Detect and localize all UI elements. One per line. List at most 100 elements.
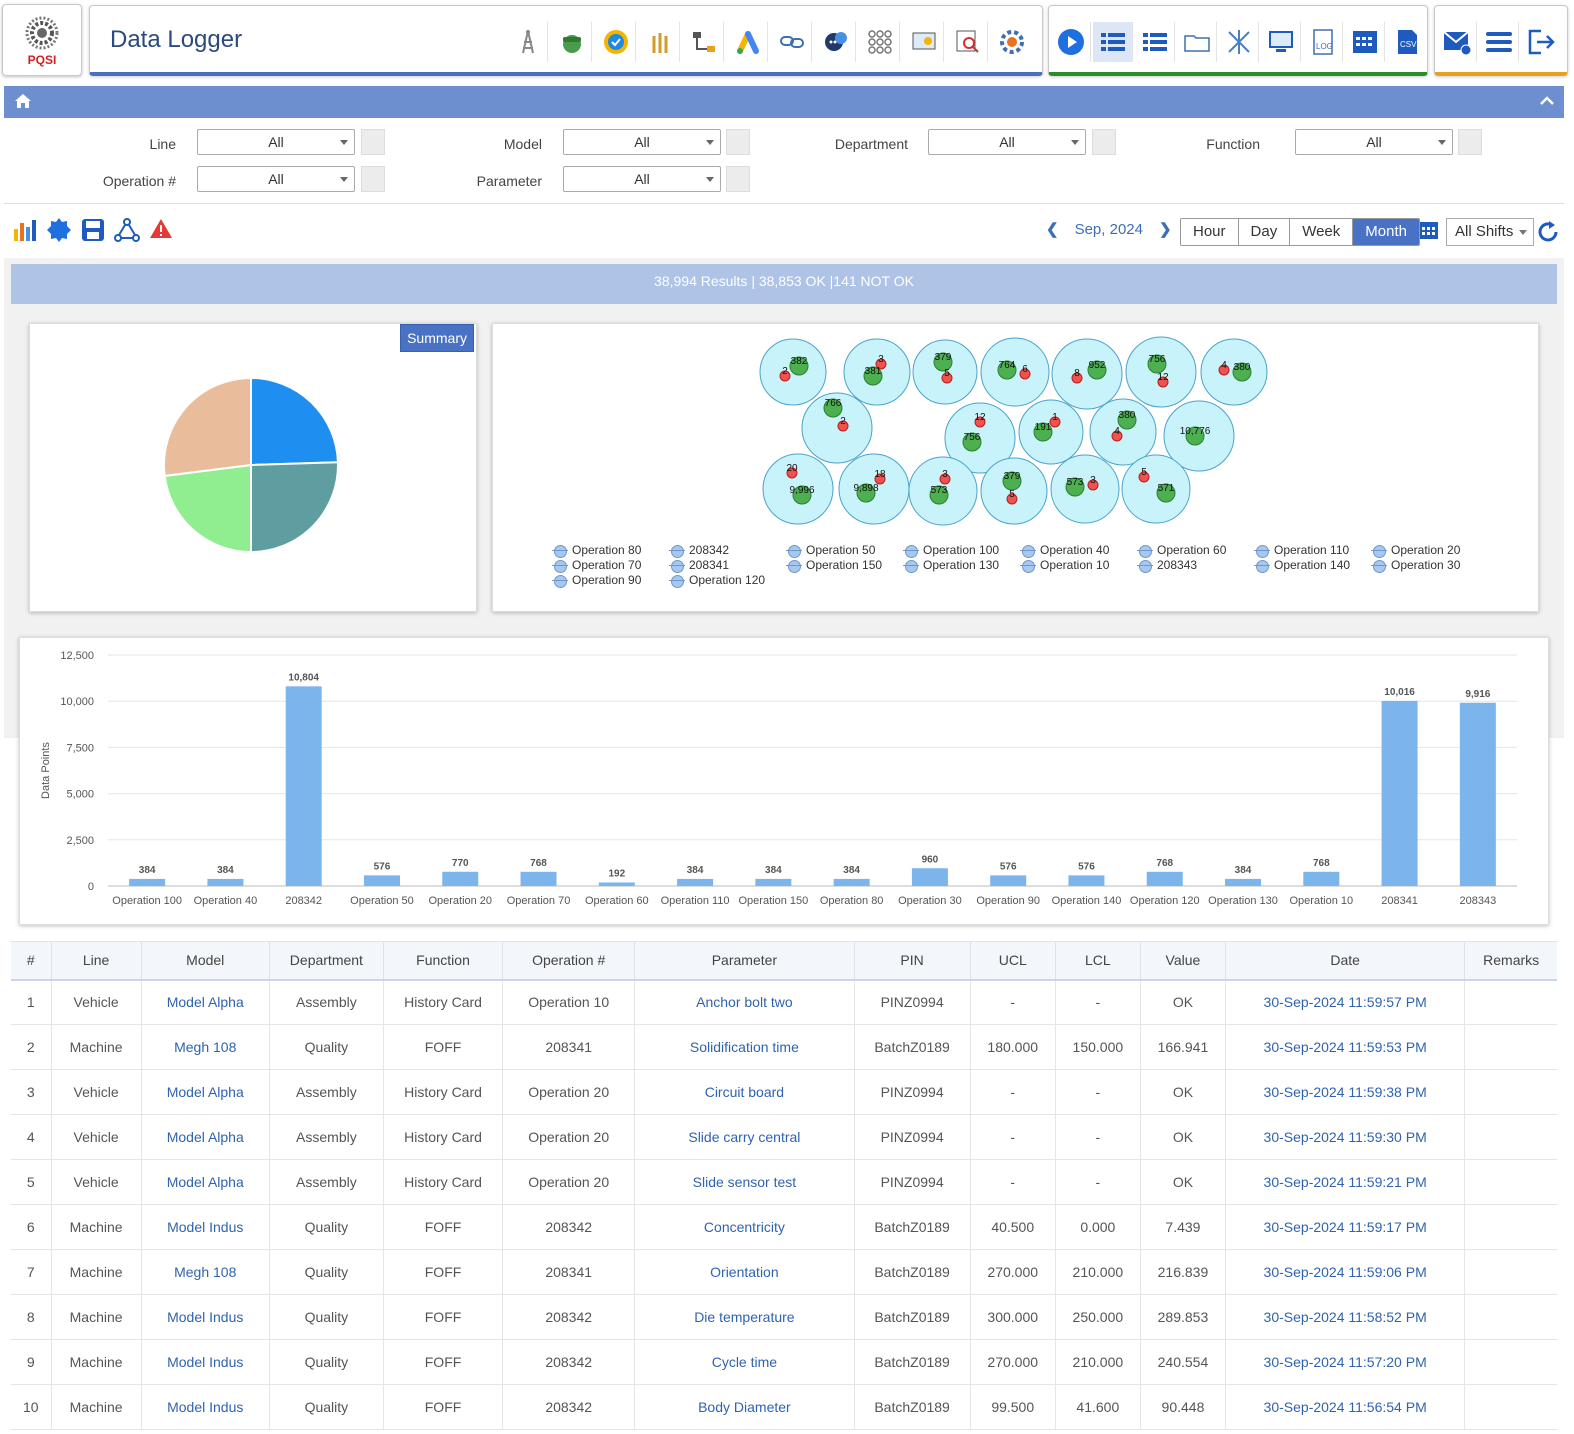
- model-select[interactable]: All: [563, 129, 721, 155]
- table-link-cell[interactable]: 30-Sep-2024 11:59:06 PM: [1225, 1249, 1466, 1295]
- bar[interactable]: [755, 878, 792, 886]
- network-nodes-icon[interactable]: [114, 217, 140, 243]
- operation-bubble[interactable]: [1050, 454, 1120, 524]
- quality-badge-icon[interactable]: [596, 22, 636, 62]
- bar[interactable]: [1146, 871, 1183, 886]
- legend-item[interactable]: Operation 120: [669, 572, 765, 588]
- bar[interactable]: [1068, 875, 1105, 886]
- bar[interactable]: [1381, 700, 1418, 886]
- settings-gear-icon[interactable]: [992, 22, 1032, 62]
- nok-bubble[interactable]: [1049, 416, 1061, 428]
- badge-star-icon[interactable]: [46, 217, 72, 243]
- line-clear-button[interactable]: [361, 129, 385, 155]
- pie-slice[interactable]: [250, 376, 339, 467]
- table-link-cell[interactable]: Model Indus: [141, 1204, 270, 1250]
- alert-bell-icon[interactable]: [148, 217, 174, 243]
- bar[interactable]: [129, 878, 166, 886]
- ok-bubble[interactable]: [929, 485, 949, 505]
- bar[interactable]: [442, 871, 479, 886]
- operation-select[interactable]: All: [197, 166, 355, 192]
- table-link-cell[interactable]: 30-Sep-2024 11:59:30 PM: [1225, 1114, 1466, 1160]
- nok-bubble[interactable]: [1157, 376, 1169, 388]
- ok-bubble[interactable]: [933, 352, 953, 372]
- table-row[interactable]: 5 Vehicle Model Alpha Assembly History Card O…: [11, 1159, 1557, 1205]
- operation-bubble[interactable]: [980, 457, 1048, 525]
- app-logo[interactable]: PQSI: [2, 4, 82, 76]
- ok-bubble[interactable]: [1156, 483, 1176, 503]
- wheat-icon[interactable]: [640, 22, 680, 62]
- nok-bubble[interactable]: [837, 420, 849, 432]
- ok-bubble[interactable]: [1147, 354, 1167, 374]
- column-header[interactable]: LCL: [1055, 941, 1141, 981]
- grid-dots-icon[interactable]: [860, 22, 900, 62]
- legend-item[interactable]: Operation 140: [1254, 557, 1350, 573]
- save-icon[interactable]: [80, 217, 106, 243]
- mail-alert-icon[interactable]: [1437, 22, 1477, 62]
- column-header[interactable]: Parameter: [634, 941, 855, 981]
- table-link-cell[interactable]: Model Indus: [141, 1339, 270, 1385]
- workflow-icon[interactable]: [684, 22, 724, 62]
- ok-bubble[interactable]: [863, 366, 883, 386]
- bar[interactable]: [363, 875, 400, 886]
- column-header[interactable]: #: [11, 941, 52, 981]
- table-link-cell[interactable]: Circuit board: [634, 1069, 855, 1115]
- table-link-cell[interactable]: Concentricity: [634, 1204, 855, 1250]
- function-clear-button[interactable]: [1458, 129, 1482, 155]
- detail-list-icon[interactable]: [1135, 22, 1175, 62]
- operation-clear-button[interactable]: [361, 166, 385, 192]
- table-link-cell[interactable]: Megh 108: [141, 1249, 270, 1295]
- bar[interactable]: [911, 868, 948, 886]
- range-month-button[interactable]: Month: [1353, 219, 1419, 245]
- ok-bubble[interactable]: [1117, 410, 1137, 430]
- table-link-cell[interactable]: Model Alpha: [141, 1114, 270, 1160]
- legend-item[interactable]: Operation 110: [1254, 542, 1350, 558]
- link-chain-icon[interactable]: [772, 22, 812, 62]
- legend-item[interactable]: Operation 130: [903, 557, 999, 573]
- table-row[interactable]: 1 Vehicle Model Alpha Assembly History Card O…: [11, 979, 1557, 1025]
- bar[interactable]: [833, 878, 870, 886]
- legend-item[interactable]: Operation 150: [786, 557, 882, 573]
- column-header[interactable]: Operation #: [502, 941, 636, 981]
- column-header[interactable]: PIN: [854, 941, 971, 981]
- logout-icon[interactable]: [1521, 22, 1561, 62]
- pie-slice[interactable]: [250, 461, 339, 554]
- legend-item[interactable]: 208342: [669, 542, 765, 558]
- nok-bubble[interactable]: [1111, 430, 1123, 442]
- nok-bubble[interactable]: [875, 358, 887, 370]
- table-link-cell[interactable]: Orientation: [634, 1249, 855, 1295]
- table-link-cell[interactable]: Model Alpha: [141, 979, 270, 1025]
- table-link-cell[interactable]: Model Indus: [141, 1294, 270, 1340]
- prev-period-icon[interactable]: ❮: [1046, 221, 1059, 238]
- column-header[interactable]: Line: [51, 941, 142, 981]
- calendar-grid-icon[interactable]: [1345, 22, 1385, 62]
- range-hour-button[interactable]: Hour: [1181, 219, 1239, 245]
- ok-bubble[interactable]: [1232, 362, 1252, 382]
- legend-item[interactable]: 208341: [669, 557, 765, 573]
- shift-select[interactable]: All Shifts: [1446, 218, 1534, 246]
- operation-bubble[interactable]: [1089, 398, 1157, 466]
- bar[interactable]: [1303, 871, 1340, 886]
- column-header[interactable]: Department: [269, 941, 384, 981]
- nok-bubble[interactable]: [874, 473, 886, 485]
- collapse-chevron-icon[interactable]: [1540, 96, 1554, 106]
- table-row[interactable]: 9 Machine Model Indus Quality FOFF 208342 Cycl…: [11, 1339, 1557, 1385]
- model-clear-button[interactable]: [726, 129, 750, 155]
- ok-bubble[interactable]: [1065, 477, 1085, 497]
- function-select[interactable]: All: [1295, 129, 1453, 155]
- ok-bubble[interactable]: [789, 356, 809, 376]
- column-header[interactable]: Date: [1225, 941, 1466, 981]
- column-header[interactable]: UCL: [970, 941, 1056, 981]
- network-tools-icon[interactable]: [1219, 22, 1259, 62]
- table-link-cell[interactable]: Model Indus: [141, 1384, 270, 1430]
- table-link-cell[interactable]: 30-Sep-2024 11:59:38 PM: [1225, 1069, 1466, 1115]
- operation-bubble[interactable]: [1121, 454, 1191, 524]
- nok-bubble[interactable]: [1218, 364, 1230, 376]
- table-link-cell[interactable]: Megh 108: [141, 1024, 270, 1070]
- department-clear-button[interactable]: [1092, 129, 1116, 155]
- column-header[interactable]: Value: [1140, 941, 1227, 981]
- nok-bubble[interactable]: [779, 370, 791, 382]
- table-link-cell[interactable]: Solidification time: [634, 1024, 855, 1070]
- nok-bubble[interactable]: [1138, 471, 1150, 483]
- pie-slice[interactable]: [163, 376, 252, 478]
- table-row[interactable]: 7 Machine Megh 108 Quality FOFF 208341 Orienta…: [11, 1249, 1557, 1295]
